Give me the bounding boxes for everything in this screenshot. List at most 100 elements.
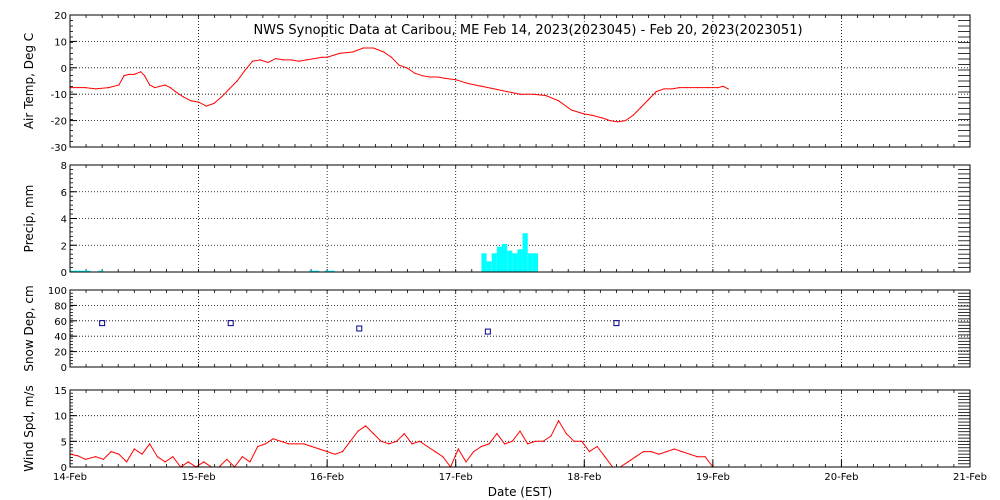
data-point [419, 440, 421, 442]
data-point [318, 448, 321, 450]
data-point [473, 451, 475, 453]
data-point [241, 456, 243, 458]
data-point [372, 433, 375, 435]
data-point [583, 113, 585, 115]
panel-frame [69, 289, 971, 368]
data-point [434, 451, 436, 453]
data-point [305, 59, 308, 61]
y-tick-label: 100 [48, 286, 67, 297]
data-point [282, 59, 285, 61]
data-point [550, 435, 552, 437]
panel-4: 15 10 5 0 Wind Spd, m/s [22, 385, 971, 474]
data-point [133, 448, 135, 450]
x-tick-label: 14-Feb [53, 472, 87, 483]
data-point [506, 90, 508, 93]
data-point [717, 87, 719, 89]
data-point [205, 105, 207, 107]
data-point [118, 453, 120, 455]
data-point [601, 117, 603, 119]
data-point [249, 461, 251, 463]
y-tick-label: -30 [51, 143, 67, 154]
data-point [591, 114, 593, 116]
data-point [228, 88, 231, 90]
data-point [632, 114, 634, 116]
precip-bar [486, 261, 492, 272]
data-point [143, 75, 146, 77]
data-point [164, 461, 166, 463]
data-point [596, 445, 598, 448]
data-point [140, 71, 142, 73]
data-point [681, 451, 683, 453]
data-point [169, 87, 171, 89]
data-point [128, 73, 130, 75]
data-point [259, 59, 261, 61]
y-tick-label: -10 [51, 90, 67, 101]
data-point [557, 420, 560, 422]
data-point [156, 456, 159, 458]
data-point [532, 93, 534, 95]
precip-bar [324, 270, 330, 273]
data-point [226, 458, 228, 460]
data-point [197, 101, 200, 103]
data-point [617, 121, 619, 123]
data-point [581, 440, 583, 442]
data-point [257, 445, 259, 448]
y-tick-label: 60 [54, 317, 67, 328]
data-point [365, 425, 367, 427]
data-point [480, 445, 483, 448]
data-point [678, 87, 681, 89]
precip-bar [481, 253, 487, 272]
data-point [570, 109, 573, 111]
data-point [388, 443, 390, 445]
y-tick-label: 40 [54, 332, 67, 343]
data-point [426, 445, 429, 448]
y-tick-label: 8 [61, 161, 67, 172]
data-point [609, 120, 611, 122]
data-point [658, 453, 660, 455]
data-point [655, 90, 657, 93]
data-point [154, 87, 156, 89]
data-point [213, 102, 215, 105]
panel-frame [69, 389, 971, 468]
data-point [707, 87, 709, 89]
x-tick-label: 16-Feb [310, 472, 344, 483]
data-point [159, 85, 161, 87]
data-point [383, 51, 385, 53]
data-point [565, 433, 567, 435]
data-point [339, 52, 341, 54]
y-tick-label: -20 [51, 117, 67, 128]
y-tick-label: 20 [54, 11, 67, 22]
data-point [519, 430, 521, 432]
y-tick-label: 15 [54, 386, 67, 397]
data-point [519, 93, 521, 95]
y-axis-label: Snow Dep, cm [22, 285, 36, 371]
precip-bar [98, 270, 104, 273]
snow-depth-marker [484, 328, 491, 335]
data-point [722, 85, 724, 87]
data-point [313, 57, 315, 60]
data-point [411, 443, 413, 445]
data-point [110, 451, 112, 453]
y-tick-label: 0 [61, 64, 67, 75]
data-point [467, 83, 470, 85]
data-point [604, 456, 606, 458]
data-point [673, 448, 675, 450]
snow-depth-marker [356, 325, 363, 332]
snow-depth-marker [227, 320, 234, 327]
data-point [149, 443, 151, 445]
data-point [542, 440, 544, 442]
data-point [290, 59, 292, 61]
precip-bar [507, 250, 513, 272]
data-point [640, 106, 642, 108]
data-point [107, 87, 110, 89]
precip-bar [85, 270, 91, 273]
data-point [251, 60, 254, 62]
data-point [429, 76, 431, 78]
data-point [642, 451, 645, 453]
snow-depth-marker [613, 320, 620, 327]
data-point [511, 440, 513, 442]
data-point [77, 455, 79, 457]
precip-bar [517, 249, 523, 272]
y-axis-label: Air Temp, Deg C [22, 33, 36, 129]
y-tick-label: 5 [61, 437, 67, 448]
